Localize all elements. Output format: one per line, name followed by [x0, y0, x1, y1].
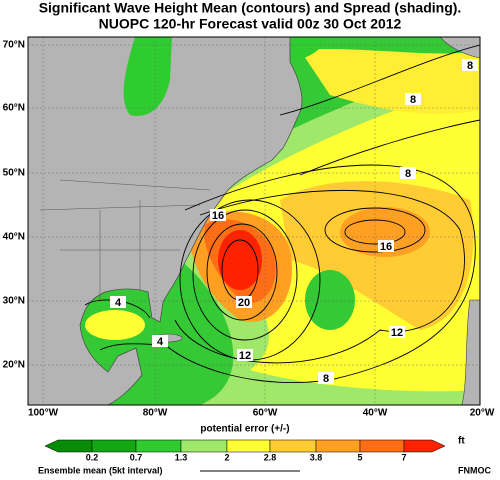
spread-gulf — [85, 310, 145, 340]
legend-swatch — [226, 439, 271, 453]
legend-unit: ft — [458, 436, 465, 447]
contour-label-box — [210, 209, 226, 221]
legend-level: 5 — [357, 452, 362, 462]
lat-label: 60°N — [3, 103, 25, 114]
labrador-sea-edge — [290, 37, 330, 60]
mean-label: Ensemble mean (5kt interval) — [38, 465, 163, 475]
contour-label-box — [462, 59, 478, 71]
contour-label: 4 — [157, 336, 164, 348]
legend-swatch — [403, 439, 446, 453]
legend-title: potential error (+/-) — [200, 424, 289, 435]
title: Significant Wave Height Mean (contours) … — [39, 0, 462, 16]
contour-label-box — [152, 335, 168, 347]
lon-label: 20°W — [470, 408, 495, 419]
legend-level: 0.2 — [86, 452, 99, 462]
hudson-bay — [123, 37, 172, 116]
contour-label: 12 — [239, 350, 251, 362]
contour-label-box — [318, 372, 334, 384]
legend-swatch — [180, 439, 228, 453]
contour-label: 16 — [212, 210, 224, 222]
borders — [39, 179, 211, 300]
lon-label: 100°W — [28, 408, 59, 419]
legend-swatch — [315, 439, 361, 453]
spread-orange — [340, 207, 430, 257]
spread-yellow-north — [300, 48, 480, 115]
contour-label-box — [378, 240, 394, 252]
contour-label: 8 — [405, 168, 411, 180]
subtitle: NUOPC 120-hr Forecast valid 00z 30 Oct 2… — [99, 16, 402, 32]
graticule — [28, 37, 480, 405]
legend-swatch — [359, 439, 405, 453]
contour-label: 8 — [410, 94, 416, 106]
lat-label: 20°N — [3, 360, 25, 371]
greenland-edge — [439, 37, 480, 59]
contour-label-box — [237, 349, 253, 361]
credit: FNMOC — [458, 465, 491, 475]
africa-edge — [461, 299, 480, 405]
contour-label-box — [110, 296, 126, 308]
contour-label: 12 — [391, 327, 403, 339]
legend-swatch — [44, 439, 93, 453]
lon-label: 40°W — [363, 408, 388, 419]
legend-level: 2 — [224, 452, 229, 462]
legend-level: 0.7 — [130, 452, 143, 462]
lat-label: 50°N — [3, 168, 25, 179]
spread-green-patch — [305, 270, 355, 330]
contour-label: 8 — [323, 373, 329, 385]
legend-swatch — [269, 439, 317, 453]
contour-label-box — [236, 296, 252, 308]
contour-label: 16 — [380, 241, 392, 253]
contour-labels: 16 20 12 8 12 16 8 8 8 4 4 — [110, 59, 478, 385]
lon-label: 60°W — [253, 408, 278, 419]
legend-swatch — [135, 439, 182, 453]
lon-label: 80°W — [143, 408, 168, 419]
contour-label-box — [400, 167, 416, 179]
contour-label-box — [405, 93, 421, 105]
north-america — [28, 37, 303, 405]
lat-label: 40°N — [3, 232, 25, 243]
spread-red — [218, 230, 262, 290]
contour-label: 8 — [467, 60, 473, 72]
contour-label: 20 — [238, 297, 250, 309]
legend-swatch — [91, 439, 137, 453]
legend-level: 1.3 — [175, 452, 188, 462]
contour-label: 4 — [115, 297, 122, 309]
contour-label-box — [389, 326, 405, 338]
map-frame — [27, 36, 481, 406]
legend-level: 3.8 — [310, 452, 323, 462]
lat-label: 30°N — [3, 296, 25, 307]
map: 16 20 12 8 12 16 8 8 8 4 4 — [28, 37, 480, 405]
lat-label: 70°N — [3, 40, 25, 51]
legend-level: 7 — [401, 452, 406, 462]
legend-level: 2.8 — [264, 452, 277, 462]
